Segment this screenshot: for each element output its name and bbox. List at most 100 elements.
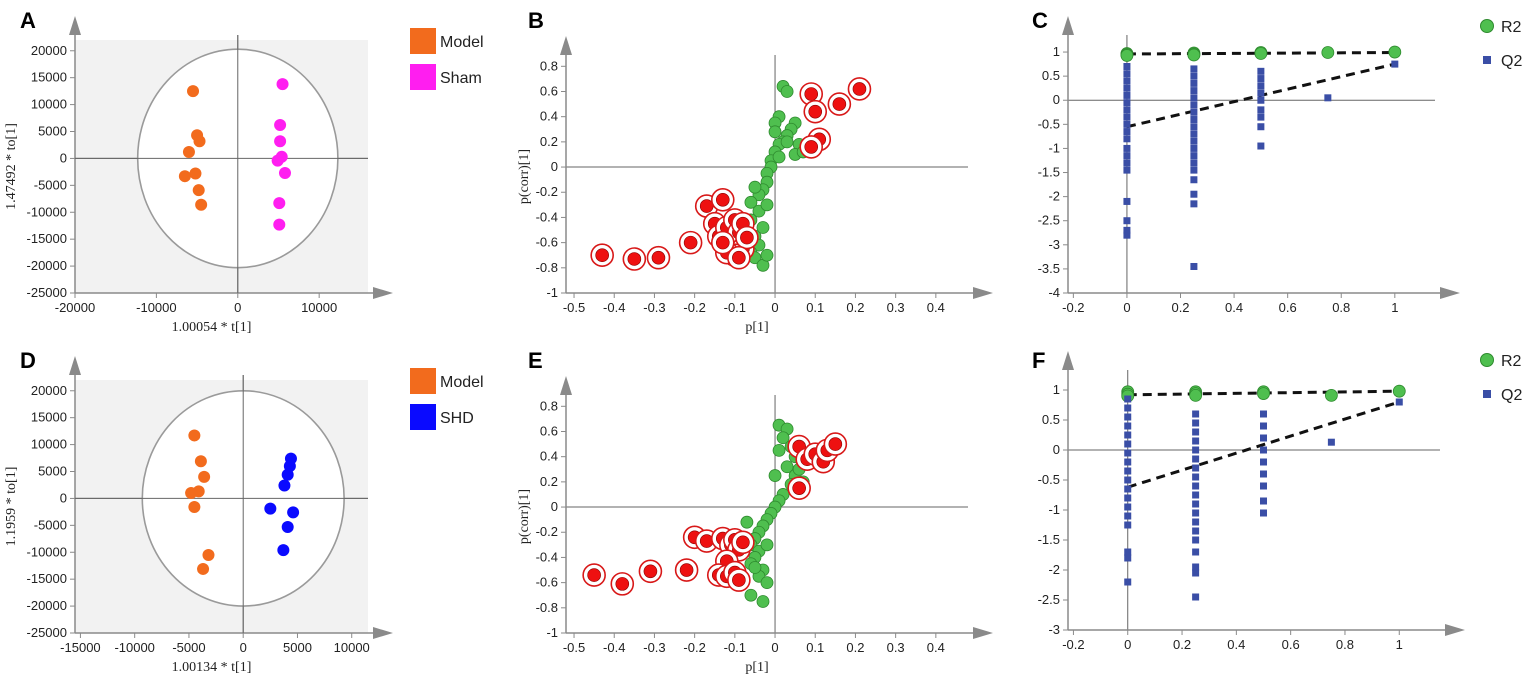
significant-point	[715, 235, 730, 250]
y-tick-label: -2.5	[1038, 213, 1060, 228]
non-significant-point	[748, 561, 762, 574]
q2-point	[1192, 527, 1200, 535]
significant-point	[740, 230, 754, 245]
q2-point	[1192, 446, 1200, 454]
non-significant-point	[780, 135, 794, 149]
y-tick-label: -0.2	[536, 184, 558, 199]
legend-label: Model	[440, 374, 484, 391]
panel-letter: C	[1032, 8, 1048, 33]
q2-point	[1192, 509, 1200, 517]
x-tick-label: 0.4	[1227, 637, 1245, 652]
q2-point	[1260, 482, 1268, 490]
y-tick-label: -1.5	[1038, 532, 1060, 547]
y-tick-label: 0.2	[540, 474, 558, 489]
q2-point	[1257, 142, 1265, 150]
y-tick-label: 5000	[38, 464, 67, 479]
r2-point	[1321, 46, 1335, 59]
x-tick-label: 0.1	[806, 300, 824, 315]
significant-point	[595, 248, 609, 263]
q2-point	[1190, 137, 1198, 145]
sham-point	[271, 154, 284, 167]
x-tick-label: 0.3	[887, 640, 905, 655]
significant-point	[808, 104, 823, 119]
q2-point	[1123, 231, 1131, 239]
y-tick-label: -1.5	[1038, 165, 1060, 180]
legend-label: Q2	[1501, 387, 1522, 404]
q2-point	[1124, 458, 1132, 466]
q2-point	[1391, 60, 1399, 68]
legend-q2-marker	[1483, 56, 1491, 64]
y-tick-label: 15000	[31, 410, 67, 425]
legend-r2-marker	[1480, 353, 1494, 367]
model-point	[194, 455, 207, 468]
q2-point	[1123, 166, 1131, 174]
y-tick-label: -0.4	[536, 209, 558, 224]
x-axis-arrow	[1440, 287, 1460, 299]
legend-q2-marker	[1483, 390, 1491, 398]
q2-point	[1123, 91, 1131, 99]
panel-d: D -15000 -10000 -5000 0 5000 10000 20000 15000 10…	[4, 348, 484, 675]
q2-point	[1192, 428, 1200, 436]
q2-point	[1192, 500, 1200, 508]
q2-point	[1190, 123, 1198, 131]
significant-point	[715, 193, 730, 207]
r2-point	[1189, 388, 1203, 402]
x-tick-label: -0.3	[643, 640, 665, 655]
significant-point	[804, 140, 819, 154]
panel-letter: A	[20, 8, 36, 33]
q2-point	[1190, 159, 1198, 167]
y-tick-label: 0	[551, 499, 558, 514]
panel-b: B -0.5 -0.4 -0.3 -0.2 -0.1 0 0.1 0.2 0.3 0.4 0.8 0.6…	[517, 8, 993, 335]
q2-point	[1190, 101, 1198, 109]
y-tick-label: -1	[1048, 502, 1060, 517]
x-tick-label: 0.8	[1332, 300, 1350, 315]
y-tick-label: 20000	[31, 43, 67, 58]
q2-point	[1327, 438, 1335, 446]
y-tick-label: -10000	[27, 544, 67, 559]
legend-label: Sham	[440, 70, 482, 87]
y-axis-label: 1.47492 * to[1]	[4, 123, 19, 210]
model-point	[188, 501, 201, 514]
x-tick-label: 0	[1124, 637, 1131, 652]
x-tick-label: 0.2	[1171, 300, 1189, 315]
y-tick-label: 1	[1053, 382, 1060, 397]
q2-point	[1190, 262, 1198, 270]
y-tick-label: 0	[60, 150, 67, 165]
q2-point	[1123, 197, 1131, 205]
x-tick-label: -20000	[55, 300, 95, 315]
x-tick-label: -0.3	[643, 300, 665, 315]
q2-point	[1124, 494, 1132, 502]
q2-point	[1260, 434, 1268, 442]
non-significant-point	[772, 443, 786, 457]
r2-point	[1392, 384, 1406, 398]
x-tick-label: -0.1	[724, 640, 746, 655]
y-tick-label: -25000	[27, 625, 67, 640]
q2-point	[1192, 473, 1200, 481]
model-point	[195, 198, 208, 211]
y-axis-arrow	[560, 376, 572, 395]
r2-point	[1254, 47, 1268, 60]
q2-point	[1260, 458, 1268, 466]
sham-point	[276, 78, 289, 91]
y-tick-label: -15000	[27, 571, 67, 586]
y-tick-label: 0.8	[540, 398, 558, 413]
y-tick-label: -0.2	[536, 524, 558, 539]
non-significant-point	[744, 195, 758, 209]
y-tick-label: 0.8	[540, 58, 558, 73]
significant-point	[615, 577, 630, 591]
q2-point	[1190, 79, 1198, 87]
q2-point	[1123, 63, 1131, 71]
y-tick-label: 0	[1053, 92, 1060, 107]
q2-point	[1190, 87, 1198, 95]
panel-e: E -0.5 -0.4 -0.3 -0.2 -0.1 0 0.1 0.2 0.3 0.4 0.8 0.6…	[517, 348, 993, 675]
q2-point	[1124, 431, 1132, 439]
significant-point	[792, 481, 806, 495]
non-significant-point	[780, 85, 794, 98]
y-tick-label: -3	[1048, 237, 1060, 252]
y-tick-label: 0	[1053, 442, 1060, 457]
q2-point	[1124, 422, 1132, 430]
q2-point	[1190, 94, 1198, 102]
r2-point	[1187, 48, 1201, 62]
q2-point	[1123, 144, 1131, 152]
